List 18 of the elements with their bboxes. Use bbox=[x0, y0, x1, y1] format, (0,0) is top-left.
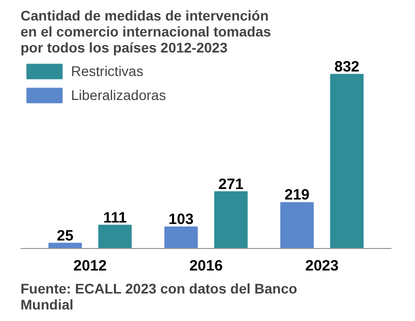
bar bbox=[98, 224, 132, 248]
bar bbox=[280, 202, 314, 248]
legend-label: Restrictivas bbox=[71, 63, 144, 79]
x-tick-label: 2023 bbox=[305, 258, 339, 274]
data-label: 25 bbox=[56, 227, 74, 244]
legend-label: Liberalizadoras bbox=[71, 87, 166, 103]
chart-title: Cantidad de medidas de intervención en el comercio internacional tomadas por todos los países 2012-2023 bbox=[20, 8, 272, 56]
data-label: 832 bbox=[334, 58, 360, 76]
data-label: 271 bbox=[218, 176, 244, 193]
x-tick-label: 2012 bbox=[73, 258, 107, 274]
bar bbox=[330, 74, 364, 248]
bar bbox=[214, 191, 248, 248]
x-tick-label: 2016 bbox=[189, 258, 223, 274]
data-label: 103 bbox=[168, 210, 194, 228]
data-label: 111 bbox=[103, 209, 127, 226]
data-label: 219 bbox=[284, 186, 310, 204]
bar bbox=[164, 226, 198, 248]
source-note: Fuente: ECALL 2023 con datos del Banco Mundial bbox=[20, 280, 298, 312]
